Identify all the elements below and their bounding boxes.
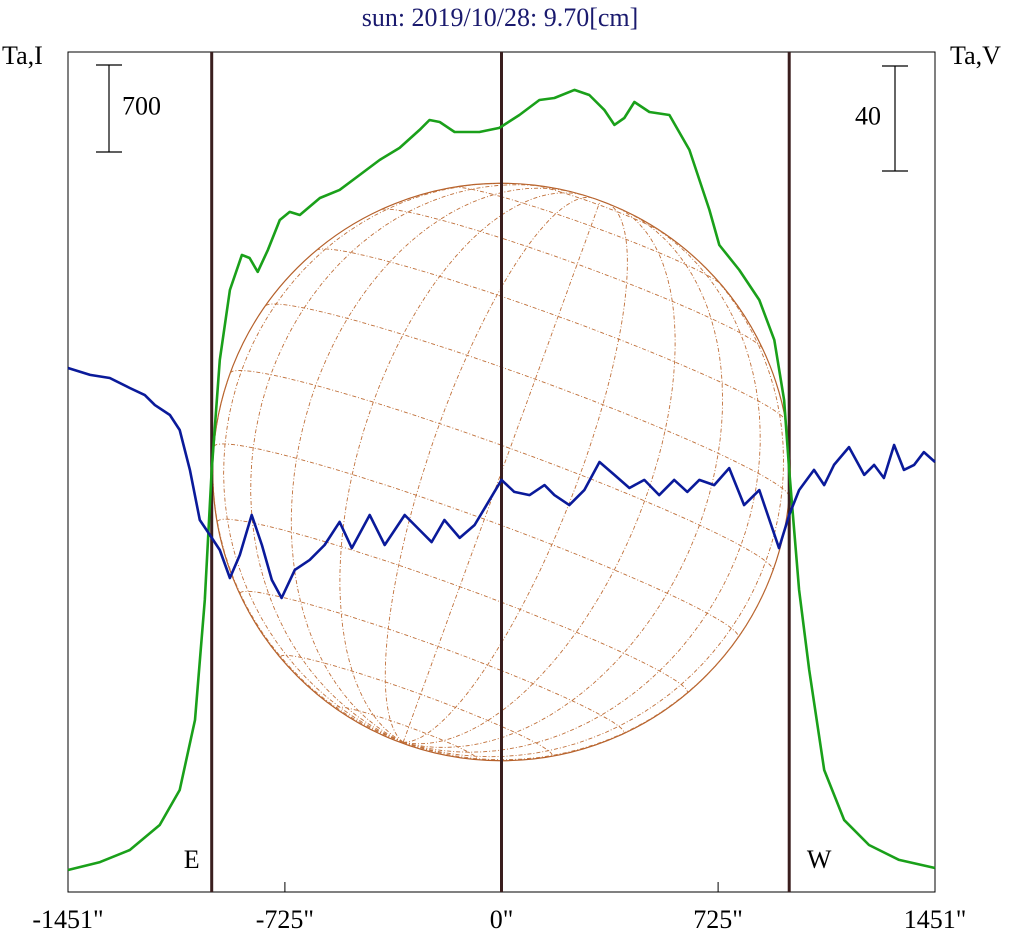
parallel	[265, 303, 790, 497]
parallel	[335, 706, 478, 759]
meridian	[402, 251, 784, 758]
scale-label: 700	[122, 91, 161, 120]
parallel	[380, 208, 763, 349]
meridian	[339, 192, 587, 743]
meridian	[403, 203, 628, 743]
y-axis-label: Ta,I	[2, 41, 43, 70]
meridian	[402, 200, 601, 743]
series-line	[67, 366, 936, 600]
meridian	[403, 205, 676, 745]
y2-axis-label: Ta,V	[950, 41, 1001, 70]
meridian	[290, 187, 570, 743]
scale-label: 40	[855, 101, 881, 130]
parallel	[280, 654, 553, 756]
x-tick-label: 0"	[490, 905, 514, 934]
x-tick-label: -725"	[256, 905, 314, 934]
marker-label: W	[807, 845, 832, 874]
x-tick-label: -1451"	[32, 905, 103, 934]
parallel	[216, 518, 688, 693]
parallel	[239, 590, 625, 734]
marker-label: E	[184, 845, 200, 874]
meridian	[384, 197, 593, 743]
x-tick-label: 725"	[693, 905, 743, 934]
meridian	[402, 570, 774, 761]
solar-disk	[212, 182, 791, 762]
parallel	[229, 370, 774, 571]
parallel	[213, 443, 739, 638]
parallel	[316, 248, 787, 422]
parallel	[531, 184, 664, 233]
meridian	[402, 212, 723, 748]
meridian	[250, 184, 550, 743]
meridian	[402, 222, 761, 753]
chart-title: sun: 2019/10/28: 9.70[cm]	[362, 3, 639, 32]
meridian	[223, 182, 501, 743]
x-tick-label: 1451"	[904, 905, 967, 934]
series-line	[67, 88, 936, 872]
